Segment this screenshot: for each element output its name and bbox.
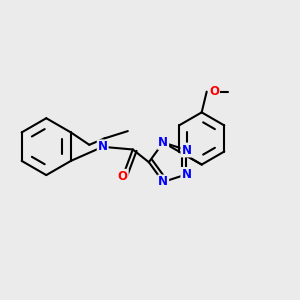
- Text: N: N: [158, 176, 168, 188]
- Text: N: N: [182, 168, 191, 181]
- Text: N: N: [98, 140, 108, 153]
- Text: N: N: [158, 136, 168, 149]
- Text: O: O: [118, 170, 128, 183]
- Text: N: N: [182, 143, 191, 157]
- Text: O: O: [209, 85, 219, 98]
